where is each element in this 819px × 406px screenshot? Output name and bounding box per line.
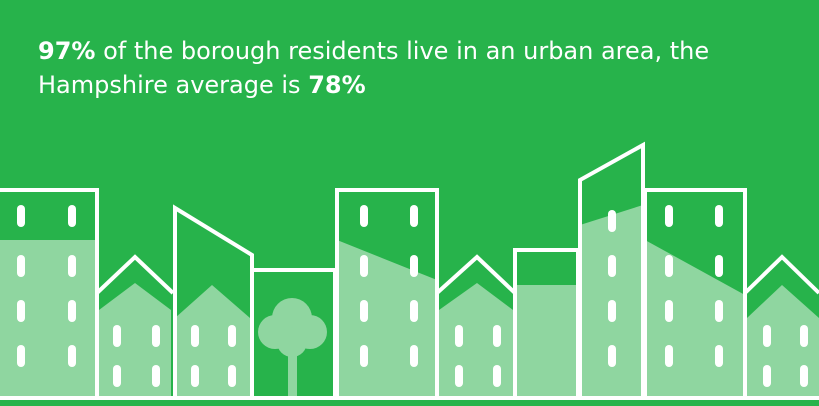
windows bbox=[17, 205, 808, 387]
window bbox=[410, 345, 418, 367]
outline bbox=[95, 254, 175, 295]
headline-text: Hampshire average is bbox=[38, 71, 301, 99]
window bbox=[17, 205, 25, 227]
outlines bbox=[0, 141, 819, 400]
fill bbox=[175, 285, 250, 398]
outline bbox=[335, 188, 439, 398]
headline-text: of the borough residents live in an urba… bbox=[103, 37, 710, 65]
window bbox=[715, 205, 723, 227]
trunk bbox=[288, 335, 297, 398]
window bbox=[800, 365, 808, 387]
fill bbox=[645, 240, 745, 398]
headline-line: Hampshire average is 78% bbox=[38, 68, 709, 102]
window bbox=[360, 255, 368, 277]
window bbox=[715, 255, 723, 277]
window bbox=[68, 205, 76, 227]
window bbox=[68, 300, 76, 322]
window bbox=[763, 365, 771, 387]
headline-line: 97% of the borough residents live in an … bbox=[38, 34, 709, 68]
stat: 78% bbox=[308, 71, 366, 99]
window bbox=[228, 365, 236, 387]
window bbox=[113, 325, 121, 347]
window bbox=[608, 255, 616, 277]
window bbox=[715, 300, 723, 322]
window bbox=[665, 345, 673, 367]
fill bbox=[337, 240, 437, 398]
window bbox=[763, 325, 771, 347]
window bbox=[152, 325, 160, 347]
window bbox=[493, 325, 501, 347]
window bbox=[360, 345, 368, 367]
window bbox=[665, 300, 673, 322]
stat: 97% bbox=[38, 37, 96, 65]
headline: 97% of the borough residents live in an … bbox=[38, 34, 709, 102]
canopy bbox=[277, 327, 307, 357]
light-fills bbox=[0, 205, 819, 398]
window bbox=[191, 365, 199, 387]
window bbox=[455, 365, 463, 387]
window bbox=[17, 300, 25, 322]
window bbox=[68, 255, 76, 277]
fill bbox=[515, 285, 578, 398]
window bbox=[152, 365, 160, 387]
window bbox=[113, 365, 121, 387]
window bbox=[455, 325, 463, 347]
window bbox=[410, 255, 418, 277]
window bbox=[68, 345, 76, 367]
window bbox=[191, 325, 199, 347]
outline bbox=[0, 188, 99, 398]
window bbox=[17, 345, 25, 367]
window bbox=[410, 300, 418, 322]
outline bbox=[173, 204, 254, 398]
window bbox=[800, 325, 808, 347]
window bbox=[608, 300, 616, 322]
window bbox=[715, 345, 723, 367]
window bbox=[665, 255, 673, 277]
outline bbox=[435, 254, 517, 295]
fill bbox=[99, 283, 171, 398]
window bbox=[17, 255, 25, 277]
fill bbox=[439, 283, 513, 398]
window bbox=[410, 205, 418, 227]
outline bbox=[643, 188, 747, 398]
window bbox=[360, 300, 368, 322]
window bbox=[360, 205, 368, 227]
fill bbox=[747, 285, 819, 398]
window bbox=[608, 210, 616, 232]
window bbox=[228, 325, 236, 347]
tree bbox=[258, 298, 327, 398]
window bbox=[493, 365, 501, 387]
fill bbox=[0, 240, 97, 398]
window bbox=[608, 345, 616, 367]
outline bbox=[743, 254, 819, 295]
window bbox=[665, 205, 673, 227]
